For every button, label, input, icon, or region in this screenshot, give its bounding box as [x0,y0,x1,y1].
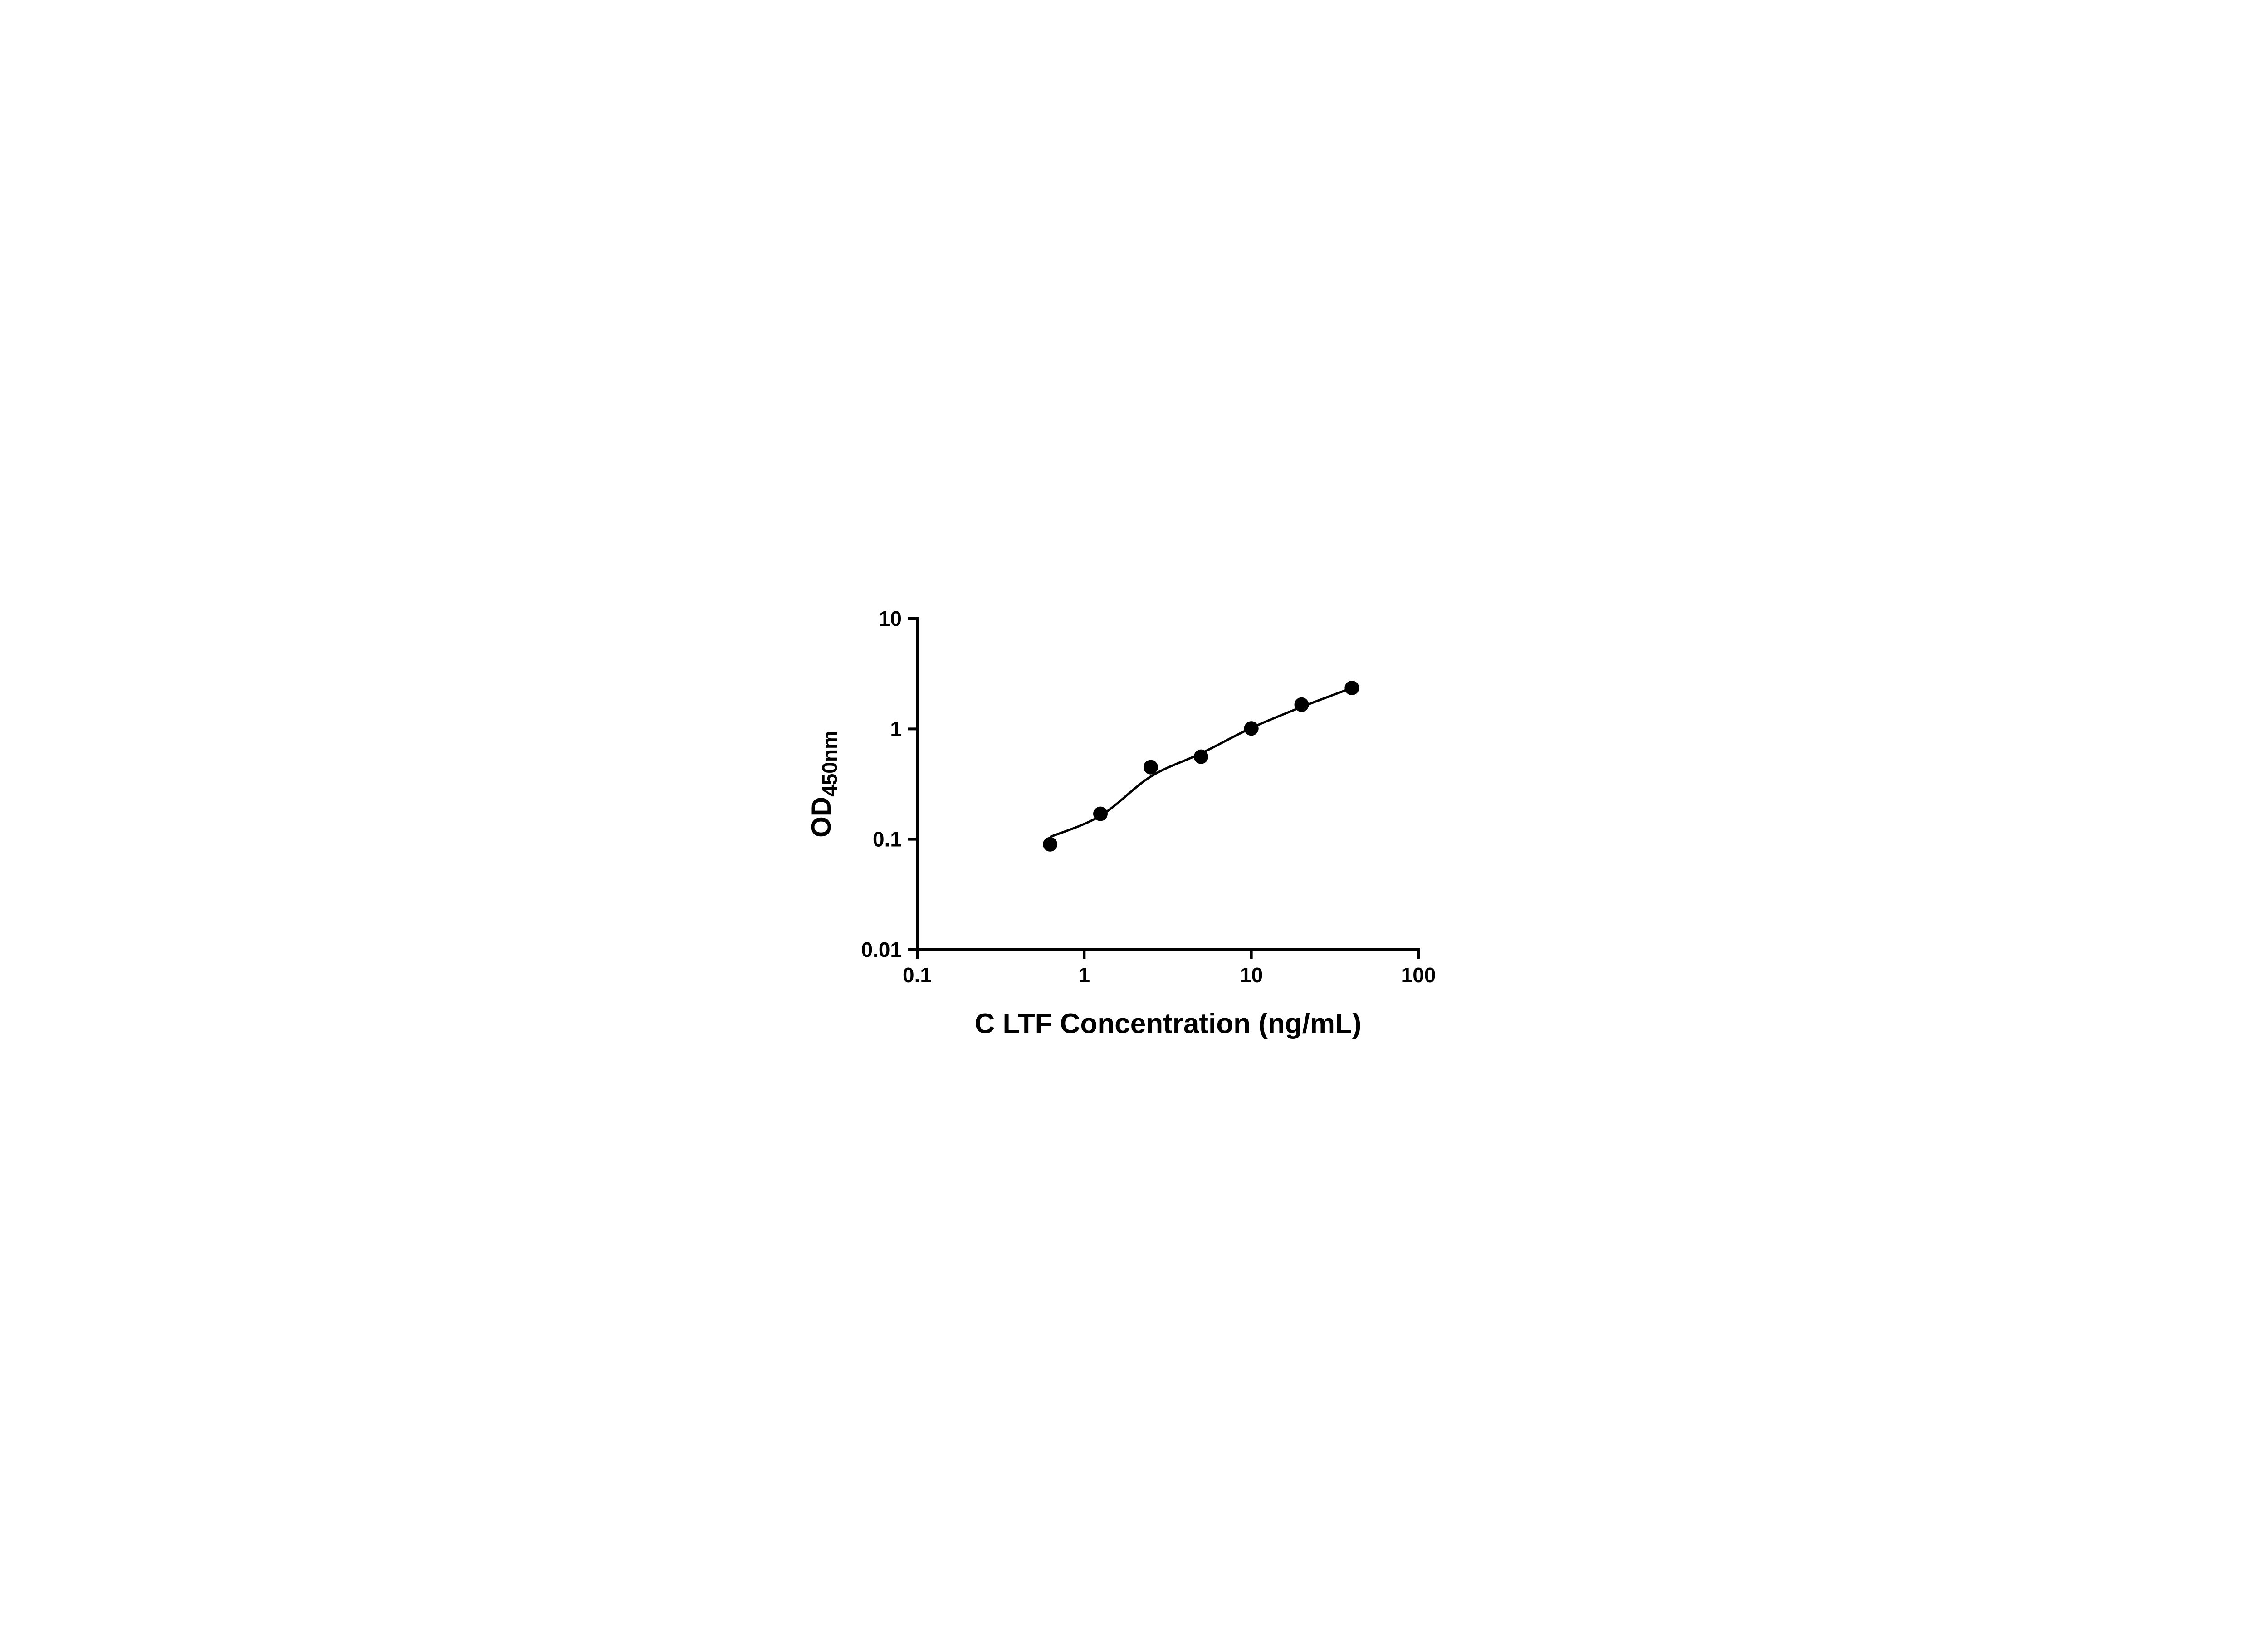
x-tick-label: 1 [1079,963,1090,987]
y-axis-title-subscript: 450nm [818,731,841,797]
data-point [1043,837,1058,852]
data-point [1294,697,1309,712]
y-tick-label: 10 [879,607,902,630]
y-axis-title-main: OD [806,797,836,838]
x-axis-title: C LTF Concentration (ng/mL) [975,1008,1362,1039]
x-tick-label: 0.1 [903,963,932,987]
x-tick-label: 100 [1401,963,1436,987]
data-point [1193,749,1208,764]
chart-container: 0.1 1 10 100 0.01 0.1 1 10 C LTF Concentration … [783,573,1485,1065]
data-point [1093,806,1108,821]
data-point [1244,721,1259,736]
y-tick-label: 0.1 [873,828,902,851]
x-tick-label: 10 [1240,963,1263,987]
y-axis-title: OD450nm [806,731,841,838]
y-tick-label: 1 [890,717,902,741]
data-point [1143,760,1158,775]
y-tick-label: 0.01 [861,938,902,961]
data-point [1344,681,1359,695]
y-axis-title-group: OD450nm [806,731,841,838]
